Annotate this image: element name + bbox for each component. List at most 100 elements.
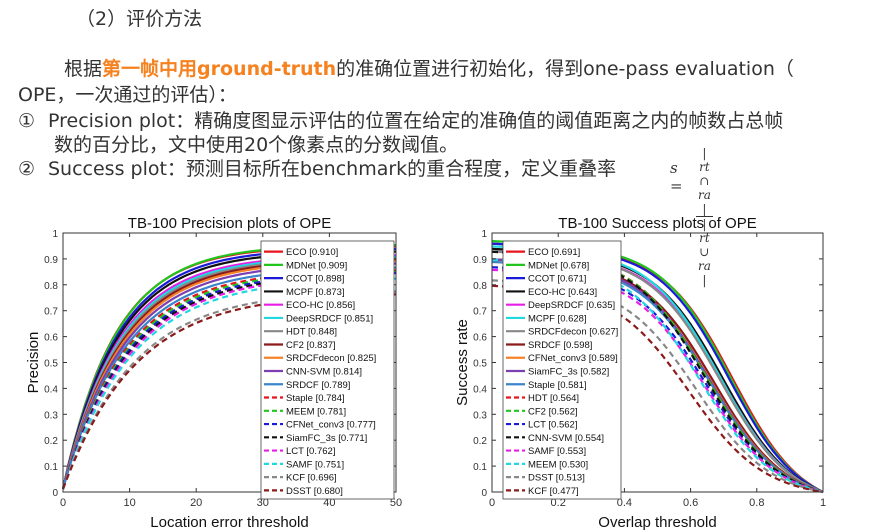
- precision-series-line-dsst: [61, 293, 397, 490]
- precision-y-tick-label: 0.6: [44, 333, 58, 344]
- success-legend-entry: DeepSRDCF [0.635]: [528, 300, 615, 311]
- precision-y-axis-label: Precision: [25, 332, 42, 394]
- precision-x-axis-label: Location error threshold: [150, 514, 308, 531]
- item-marker-2: ②: [18, 158, 36, 180]
- intro-suffix: 的准确位置进行初始化，得到one-pass evaluation（: [336, 58, 794, 80]
- success-y-tick-label: 0: [481, 488, 487, 499]
- formula-lhs: s =: [670, 159, 683, 195]
- precision-y-tick-label: 0.4: [44, 384, 58, 395]
- intro-highlight: 第一帧中用ground-truth: [102, 58, 337, 80]
- precision-y-tick-label: 0.9: [44, 255, 58, 266]
- precision-legend: ECO [0.910] MDNet [0.909] CCOT [0.898] MCPF…: [260, 240, 395, 500]
- success-legend-entry: CFNet_conv3 [0.589]: [528, 353, 618, 364]
- precision-x-tick-label: 10: [123, 497, 135, 509]
- precision-y-tick-label: 0.5: [44, 359, 58, 370]
- success-x-tick-label: 0.2: [551, 497, 566, 509]
- success-legend-entry: SRDCFdecon [0.627]: [528, 327, 618, 338]
- formula-numerator: | rt ∩ ra |: [698, 146, 711, 216]
- success-y-tick-label: 0.4: [473, 384, 487, 395]
- success-y-tick-label: 0.2: [473, 436, 487, 447]
- success-y-tick-label: 0.8: [473, 281, 487, 292]
- success-legend-entry: SRDCF [0.598]: [528, 340, 592, 351]
- success-y-tick-label: 0.3: [473, 410, 487, 421]
- success-legend-entry: SAMF [0.553]: [528, 446, 586, 457]
- precision-legend-entry: CFNet_conv3 [0.777]: [286, 420, 376, 431]
- chart-precision: 0 10 20 30 40 50 0 0.1 0.2 0.3 0.4 0.5 0.6 0.7 0.8 0.9 1…: [25, 215, 402, 531]
- chart-success: 0 0.2 0.4 0.6 0.8 1 0 0.1 0.2 0.3 0.4 0.5 0.6 0.7 0.8 0…: [454, 215, 826, 531]
- success-legend-entry: KCF [0.477]: [528, 486, 579, 497]
- precision-chart-title: TB-100 Precision plots of OPE: [128, 215, 331, 232]
- success-x-axis-label: Overlap threshold: [598, 514, 716, 531]
- precision-legend-entry: Staple [0.784]: [286, 393, 345, 404]
- success-y-tick-label: 0.1: [473, 462, 487, 473]
- precision-legend-entry: DSST [0.680]: [286, 486, 343, 497]
- item-precision-line-2: 数的百分比，文中使用20个像素点的分数阈值。: [54, 134, 459, 156]
- success-legend-entry: DSST [0.513]: [528, 473, 585, 484]
- success-x-tick-label: 0: [489, 497, 495, 509]
- success-x-tick-label: 0.4: [617, 497, 632, 509]
- precision-legend-box: [260, 240, 395, 500]
- success-y-tick-label: 0.5: [473, 359, 487, 370]
- precision-x-tick-label: 0: [60, 497, 66, 509]
- success-legend-entry: MCPF [0.628]: [528, 313, 587, 324]
- precision-x-tick-label: 20: [190, 497, 202, 509]
- section-heading: （2）评价方法: [76, 8, 203, 30]
- success-x-tick-label: 0.6: [683, 497, 698, 509]
- success-y-tick-label: 1: [481, 229, 487, 240]
- precision-y-tick-label: 0.2: [44, 436, 58, 447]
- success-legend-entry: CF2 [0.562]: [528, 406, 578, 417]
- precision-legend-entry: KCF [0.696]: [286, 473, 337, 484]
- item-precision-text: Precision plot：精确度图显示评估的位置在给定的准确值的阈值距离之内…: [48, 110, 784, 132]
- item-success-text: Success plot：预测目标所在benchmark的重合程度，定义重叠率: [48, 158, 617, 180]
- success-legend: ECO [0.691] MDNet [0.678] CCOT [0.671] ECO-…: [502, 240, 622, 500]
- success-y-axis-label: Success rate: [454, 319, 471, 406]
- success-chart-title: TB-100 Success plots of OPE: [558, 215, 756, 232]
- precision-x-tick-label: 30: [257, 497, 269, 509]
- precision-y-tick-label: 1: [52, 229, 58, 240]
- precision-x-tick-label: 40: [323, 497, 335, 509]
- precision-legend-entry: CNN-SVM [0.814]: [286, 367, 362, 378]
- precision-legend-entry: ECO [0.910]: [286, 247, 338, 258]
- precision-y-tick-label: 0.3: [44, 410, 58, 421]
- success-legend-entry: MDNet [0.678]: [528, 260, 589, 271]
- success-x-tick-label: 1: [820, 497, 826, 509]
- intro-line-2: OPE，一次通过的评估）：: [18, 84, 237, 106]
- success-legend-entry: SiamFC_3s [0.582]: [528, 367, 609, 378]
- formula-denominator: | rt ∪ ra |: [696, 216, 713, 287]
- precision-legend-entry: MDNet [0.909]: [286, 260, 347, 271]
- item-precision: ① Precision plot：精确度图显示评估的位置在给定的准确值的阈值距离之…: [18, 106, 783, 133]
- precision-legend-entry: SRDCF [0.789]: [286, 380, 350, 391]
- precision-legend-entry: SRDCFdecon [0.825]: [286, 353, 376, 364]
- precision-legend-entry: MCPF [0.873]: [286, 287, 345, 298]
- precision-legend-entry: MEEM [0.781]: [286, 406, 346, 417]
- precision-y-tick-label: 0.8: [44, 281, 58, 292]
- success-legend-entry: HDT [0.564]: [528, 393, 579, 404]
- success-y-tick-label: 0.9: [473, 255, 487, 266]
- precision-legend-entry: DeepSRDCF [0.851]: [286, 313, 373, 324]
- precision-legend-entry: CF2 [0.837]: [286, 340, 336, 351]
- success-legend-entry: MEEM [0.530]: [528, 459, 588, 470]
- precision-y-tick-label: 0.1: [44, 462, 58, 473]
- item-success: ② Success plot：预测目标所在benchmark的重合程度，定义重叠率: [18, 154, 616, 181]
- success-legend-entry: CCOT [0.671]: [528, 274, 586, 285]
- success-legend-entry: ECO [0.691]: [528, 247, 580, 258]
- success-legend-entry: LCT [0.562]: [528, 420, 577, 431]
- precision-y-tick-label: 0: [52, 488, 58, 499]
- precision-x-tick-label: 50: [390, 497, 402, 509]
- precision-series-line-kcf: [61, 290, 397, 490]
- intro-prefix: 根据: [64, 58, 103, 80]
- precision-y-tick-label: 0.7: [44, 307, 58, 318]
- item-marker-1: ①: [18, 110, 36, 132]
- precision-legend-entry: SAMF [0.751]: [286, 459, 344, 470]
- success-y-tick-label: 0.7: [473, 307, 487, 318]
- precision-legend-entry: CCOT [0.898]: [286, 274, 344, 285]
- formula-fraction: | rt ∩ ra | | rt ∪ ra |: [696, 146, 713, 287]
- success-y-tick-label: 0.6: [473, 333, 487, 344]
- success-legend-entry: CNN-SVM [0.554]: [528, 433, 604, 444]
- success-legend-entry: Staple [0.581]: [528, 380, 587, 391]
- precision-legend-entry: SiamFC_3s [0.771]: [286, 433, 367, 444]
- precision-legend-entry: LCT [0.762]: [286, 446, 335, 457]
- success-x-tick-label: 0.8: [749, 497, 764, 509]
- precision-legend-entry: ECO-HC [0.856]: [286, 300, 355, 311]
